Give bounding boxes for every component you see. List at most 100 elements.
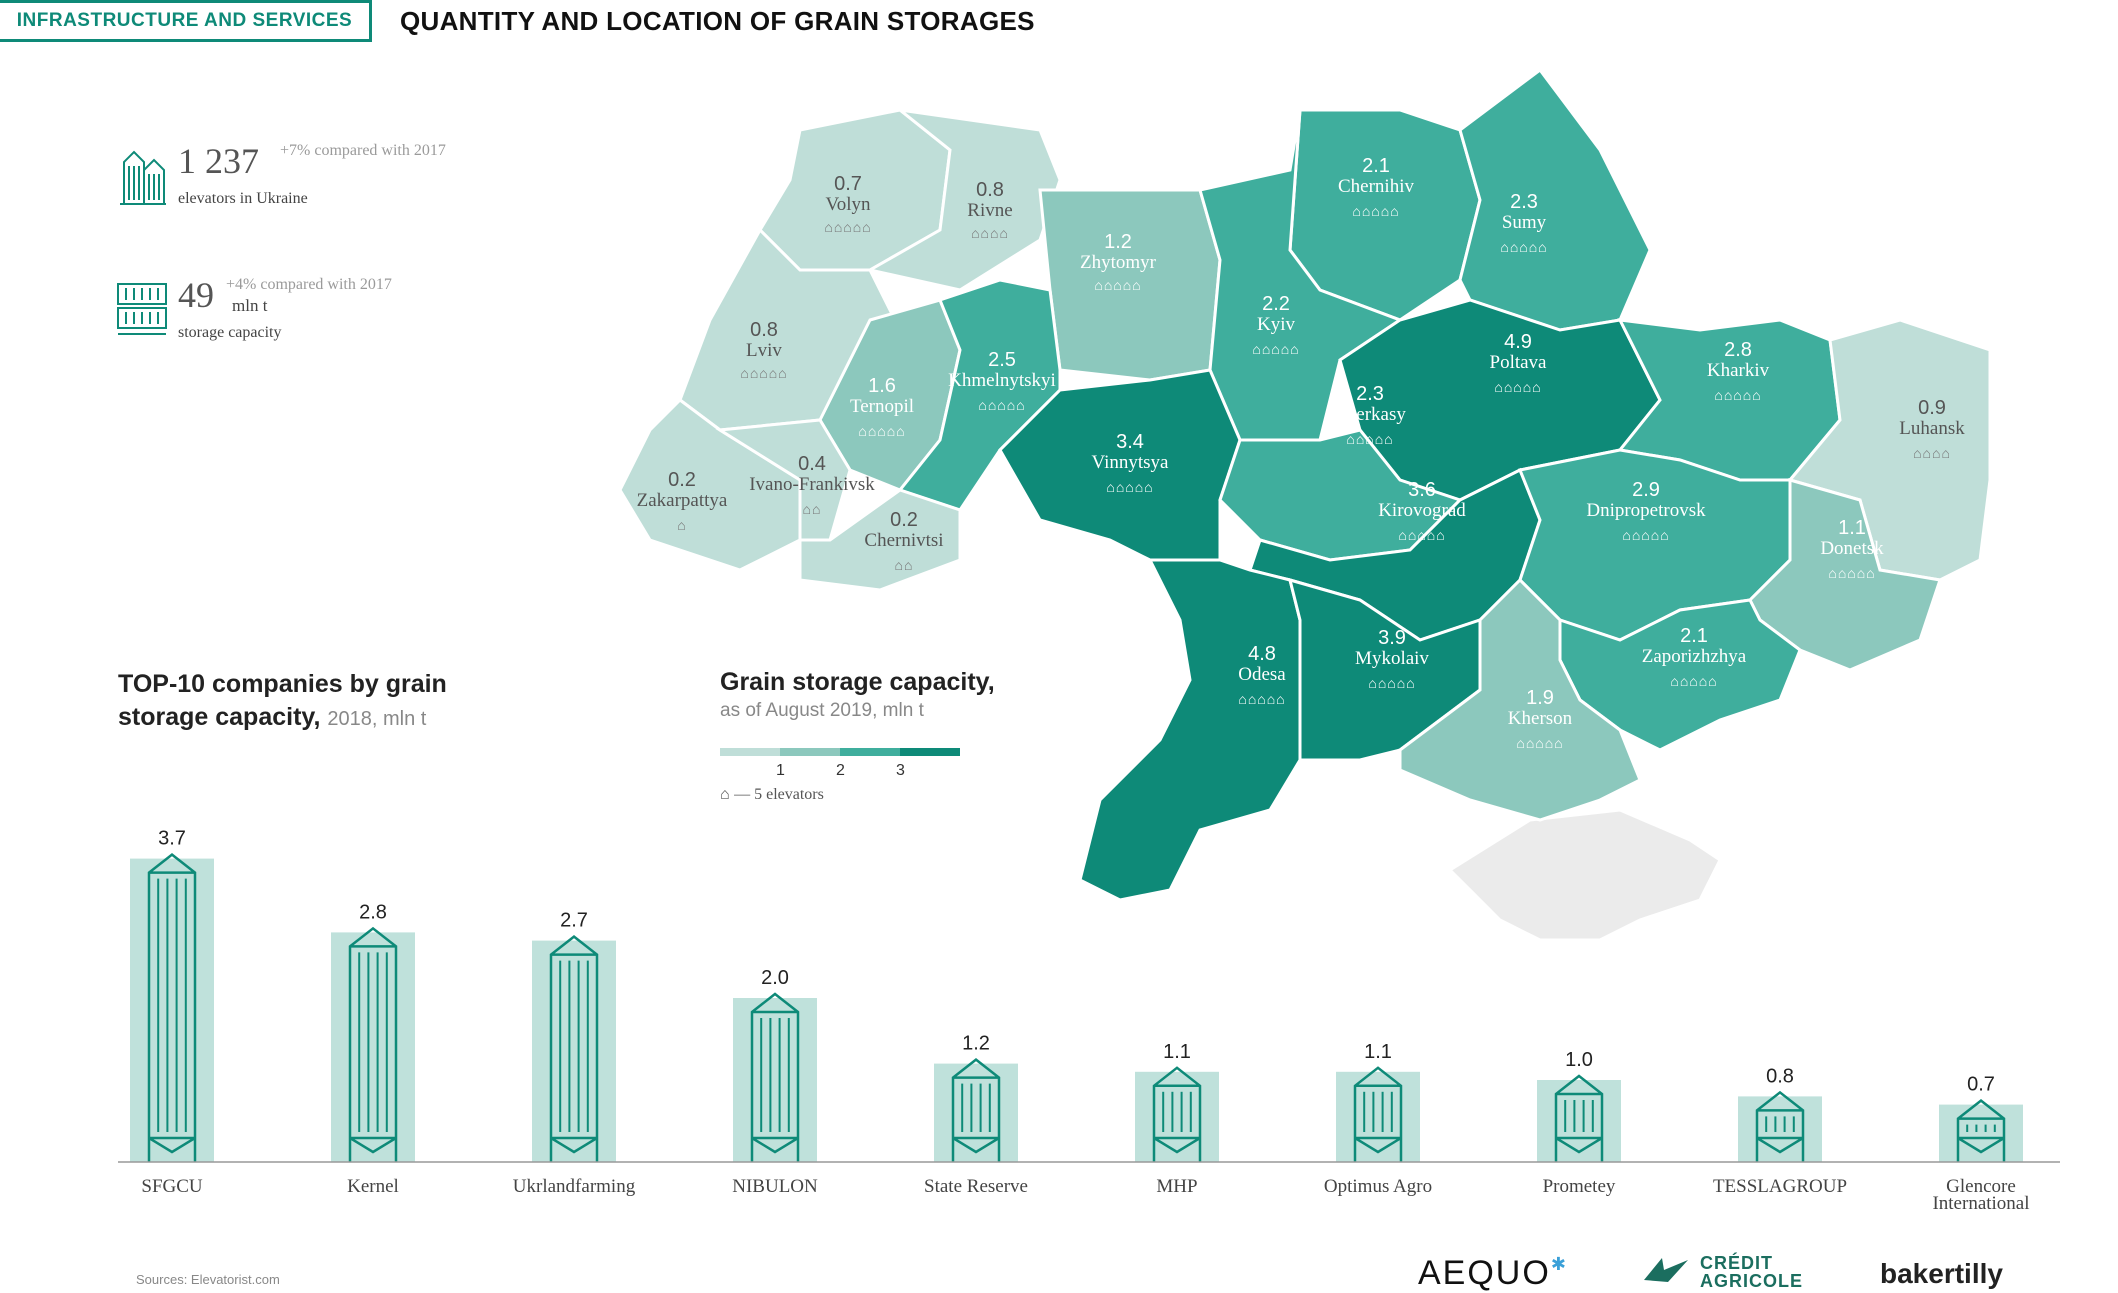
label-name-zaporizhzhya: Zaporizhzhya	[1642, 646, 1747, 667]
bar-value-label: 0.7	[1967, 1074, 1995, 1096]
silo-icon	[1152, 1066, 1202, 1162]
bar-group: 1.2 State Reserve	[924, 1033, 1028, 1197]
elevators-odesa: ⌂⌂⌂⌂⌂	[1238, 691, 1285, 707]
label-value-volyn: 0.7	[834, 173, 862, 195]
label-name-sumy: Sumy	[1502, 212, 1547, 233]
label-name-lviv: Lviv	[746, 340, 782, 361]
bar-value-label: 1.1	[1364, 1041, 1392, 1063]
bar-group: 2.7 Ukrlandfarming	[513, 910, 636, 1197]
bar-group: 0.8 TESSLAGROUP	[1713, 1065, 1847, 1197]
silo-icon	[120, 150, 166, 205]
bar-group: 1.1 Optimus Agro	[1324, 1041, 1432, 1197]
capacity-label: storage capacity	[178, 324, 282, 341]
elevators-mykolaiv: ⌂⌂⌂⌂⌂	[1368, 675, 1415, 691]
label-value-rivne: 0.8	[976, 179, 1004, 201]
label-value-zhytomyr: 1.2	[1104, 231, 1132, 253]
region-odesa	[1078, 558, 1302, 902]
label-value-ternopil: 1.6	[868, 375, 896, 397]
bar	[934, 1063, 1018, 1162]
bar-category-label: International	[1932, 1193, 2029, 1214]
bar-category-label: Glencore	[1946, 1176, 2016, 1197]
credit-agricole-logo-icon	[1644, 1258, 1688, 1282]
bar-value-label: 1.2	[962, 1033, 990, 1055]
elevators-dnipropetrovsk: ⌂⌂⌂⌂⌂	[1622, 527, 1669, 543]
ukraine-map: 0.7 Volyn ⌂⌂⌂⌂⌂ 0.8 Rivne ⌂⌂⌂⌂ 1.2 Zhyto…	[618, 67, 1992, 940]
label-name-kherson: Kherson	[1508, 708, 1573, 729]
bar	[733, 998, 817, 1162]
legend-tick-1: 1	[776, 762, 785, 779]
label-name-kharkiv: Kharkiv	[1707, 360, 1770, 381]
region-chernivtsi	[798, 488, 962, 592]
bar-value-label: 0.8	[1766, 1065, 1794, 1087]
label-name-chernihiv: Chernihiv	[1338, 176, 1414, 197]
silo-icon	[1956, 1099, 2006, 1162]
region-sumy	[1458, 67, 1652, 332]
elevators-kirovograd: ⌂⌂⌂⌂⌂	[1398, 527, 1445, 543]
silo-icon	[1353, 1066, 1403, 1162]
legend-tick-2: 2	[836, 762, 845, 779]
bakertilly-logo: bakertilly	[1880, 1258, 2003, 1289]
bar-group: 2.0 NIBULON	[732, 967, 818, 1197]
bar-group: 3.7 SFGCU	[130, 828, 214, 1197]
label-value-zaporizhzhya: 2.1	[1680, 625, 1708, 647]
elevators-ternopil: ⌂⌂⌂⌂⌂	[858, 423, 905, 439]
elevators-kherson: ⌂⌂⌂⌂⌂	[1516, 735, 1563, 751]
label-value-chernihiv: 2.1	[1362, 155, 1390, 177]
label-value-zakarpattya: 0.2	[668, 469, 696, 491]
label-name-kirovograd: Kirovograd	[1378, 500, 1466, 521]
label-value-vinnytsya: 3.4	[1116, 431, 1144, 453]
elevators-volyn: ⌂⌂⌂⌂⌂	[824, 219, 871, 235]
elevators-donetsk: ⌂⌂⌂⌂⌂	[1828, 565, 1875, 581]
elevators-label: elevators in Ukraine	[178, 190, 308, 207]
crimea-region	[1447, 808, 1722, 940]
elevators-chernihiv: ⌂⌂⌂⌂⌂	[1352, 203, 1399, 219]
label-name-ivano-frankivsk: Ivano-Frankivsk	[749, 474, 875, 495]
bar-category-label: Optimus Agro	[1324, 1176, 1432, 1197]
elevators-kharkiv: ⌂⌂⌂⌂⌂	[1714, 387, 1761, 403]
elevators-note: +7% compared with 2017	[280, 142, 446, 159]
bar-category-label: Ukrlandfarming	[513, 1176, 636, 1197]
label-name-mykolaiv: Mykolaiv	[1355, 648, 1429, 669]
credit-agricole-logo: CRÉDIT AGRICOLE	[1700, 1253, 1804, 1291]
silo-icon	[1554, 1074, 1604, 1162]
label-name-dnipropetrovsk: Dnipropetrovsk	[1586, 500, 1706, 521]
elevators-cherkasy: ⌂⌂⌂⌂⌂	[1346, 431, 1393, 447]
capacity-value: 49	[178, 275, 214, 315]
page-title: QUANTITY AND LOCATION OF GRAIN STORAGES	[400, 6, 1035, 36]
label-value-chernivtsi: 0.2	[890, 509, 918, 531]
silo-icon	[147, 853, 197, 1162]
bar-group: 1.1 MHP	[1135, 1041, 1219, 1197]
capacity-note: +4% compared with 2017	[226, 276, 392, 293]
bar-category-label: State Reserve	[924, 1176, 1028, 1197]
label-value-cherkasy: 2.3	[1356, 383, 1384, 405]
section-tag: INFRASTRUCTURE AND SERVICES	[0, 0, 372, 42]
label-name-khmelnytskyi: Khmelnytskyi	[948, 370, 1056, 391]
bar-value-label: 3.7	[158, 828, 186, 850]
elevators-poltava: ⌂⌂⌂⌂⌂	[1494, 379, 1541, 395]
bar-value-label: 1.1	[1163, 1041, 1191, 1063]
elevators-chernivtsi: ⌂⌂	[895, 557, 914, 573]
elevators-kyiv: ⌂⌂⌂⌂⌂	[1252, 341, 1299, 357]
elevators-count: 1 237	[178, 141, 259, 181]
label-name-kyiv: Kyiv	[1257, 314, 1296, 335]
label-value-luhansk: 0.9	[1918, 397, 1946, 419]
label-name-ternopil: Ternopil	[850, 396, 914, 417]
silo-icon	[549, 935, 599, 1162]
bar-value-label: 2.0	[761, 967, 789, 989]
elevators-lviv: ⌂⌂⌂⌂⌂	[740, 365, 787, 381]
bar	[331, 932, 415, 1162]
bar-category-label: MHP	[1156, 1176, 1197, 1197]
legend-tick-3: 3	[896, 762, 905, 779]
label-value-ivano-frankivsk: 0.4	[798, 453, 826, 475]
legend-title: Grain storage capacity,	[720, 668, 995, 696]
legend-scale	[720, 748, 960, 756]
elevators-rivne: ⌂⌂⌂⌂	[971, 225, 1009, 241]
elevators-vinnytsya: ⌂⌂⌂⌂⌂	[1106, 479, 1153, 495]
region-rivne	[865, 107, 1062, 292]
bar-value-label: 2.7	[560, 910, 588, 932]
bar-category-label: SFGCU	[141, 1176, 203, 1197]
bar-category-label: TESSLAGROUP	[1713, 1176, 1847, 1197]
label-name-odesa: Odesa	[1238, 664, 1286, 685]
bar	[532, 940, 616, 1162]
silo-icon	[750, 992, 800, 1162]
